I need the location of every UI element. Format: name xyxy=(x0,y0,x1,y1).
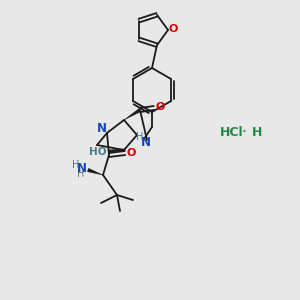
Text: HO: HO xyxy=(89,147,107,157)
Text: N: N xyxy=(77,163,87,176)
Text: O: O xyxy=(155,102,165,112)
Text: H: H xyxy=(77,169,85,179)
Text: ·: · xyxy=(242,124,246,140)
Text: HCl: HCl xyxy=(220,125,244,139)
Text: N: N xyxy=(97,122,107,136)
Text: N: N xyxy=(141,136,151,148)
Text: O: O xyxy=(126,148,136,158)
Text: H: H xyxy=(136,132,144,142)
Text: H: H xyxy=(72,160,80,170)
Polygon shape xyxy=(87,168,103,175)
Text: H: H xyxy=(252,125,262,139)
Text: O: O xyxy=(168,24,178,34)
Polygon shape xyxy=(124,109,141,120)
